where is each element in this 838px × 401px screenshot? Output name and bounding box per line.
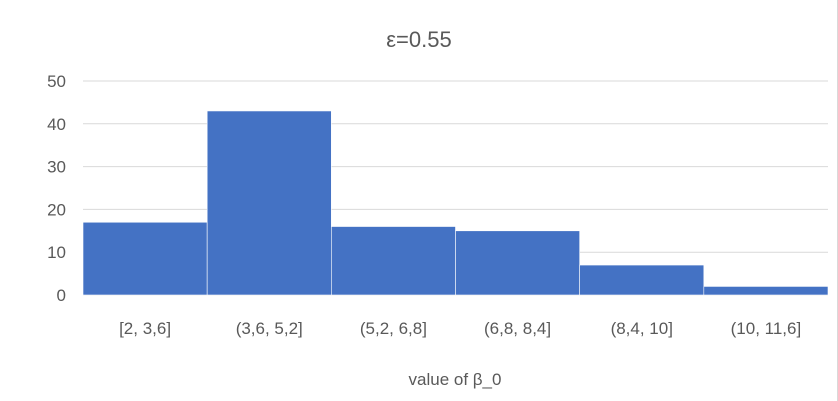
bars (82, 110, 829, 296)
y-tick-label: 20 (47, 200, 66, 219)
x-tick-label: (3,6, 5,2] (236, 319, 303, 338)
x-tick-label: (10, 11,6] (731, 319, 802, 338)
bar (82, 221, 208, 296)
x-axis-ticks: [2, 3,6] (3,6, 5,2] (5,2, 6,8] (6,8, 8,4] (8… (119, 319, 801, 338)
y-axis-ticks: 0 10 20 30 40 50 (47, 72, 66, 305)
x-tick-label: [2, 3,6] (119, 319, 171, 338)
chart-title: ε=0.55 (386, 27, 451, 52)
x-axis-title: value of β_0 (409, 370, 502, 389)
x-tick-label: (5,2, 6,8] (360, 319, 427, 338)
y-tick-label: 30 (47, 158, 66, 177)
y-tick-label: 50 (47, 72, 66, 91)
x-tick-label: (6,8, 8,4] (484, 319, 551, 338)
bar (703, 286, 829, 296)
bar (206, 110, 332, 296)
bar (579, 264, 705, 296)
y-tick-label: 0 (57, 286, 66, 305)
y-tick-label: 40 (47, 115, 66, 134)
bar (331, 226, 456, 296)
bar (455, 230, 580, 296)
x-tick-label: (8,4, 10] (611, 319, 673, 338)
y-tick-label: 10 (47, 243, 66, 262)
